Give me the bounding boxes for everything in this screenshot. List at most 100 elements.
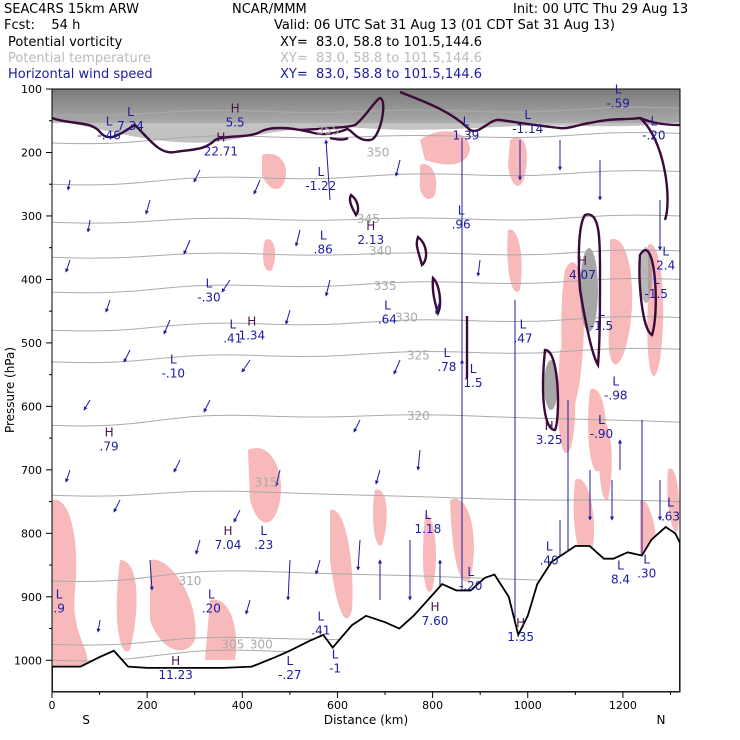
y-tick-label: 700 [21,464,42,477]
extremum-kind: L [317,610,324,624]
field-xy-pv: XY= 83.0, 58.8 to 101.5,144.6 [280,35,483,50]
extremum-value: -.20 [642,128,665,142]
extremum-kind: L [56,587,63,601]
theta-label: 300 [250,637,273,651]
extremum-kind: L [332,648,339,662]
extremum-value: 5.5 [226,116,245,130]
extremum-value: -.59 [606,97,629,111]
extremum-kind: L [444,346,451,360]
isentrope-320 [52,414,680,427]
extremum-value: .41 [223,332,242,346]
extremum-kind: L [650,114,657,128]
extremum-kind: L [467,565,474,579]
extremum-value: .79 [100,439,119,453]
isentrope-315 [52,490,680,503]
y-axis-label: Pressure (hPa) [3,347,17,433]
extremum-kind: L [317,165,324,179]
theta-label: 355 [316,123,339,137]
extremum-kind: L [598,305,605,319]
extremum-kind: L [320,229,327,243]
north-endpoint-label: N [657,713,666,727]
x-tick-label: 1000 [514,699,542,712]
y-tick-label: 900 [21,591,42,604]
extremum-kind: L [208,587,215,601]
x-tick-label: 600 [327,699,348,712]
extremum-value: .78 [437,360,456,374]
extremum-value: -1.14 [512,122,543,136]
x-axis: 0 200 400 600 800 1000 1200 [49,692,671,712]
forecast-hour: Fcst: 54 h [4,18,81,33]
extremum-kind: H [366,219,375,233]
stratosphere-shading-lower [52,89,680,143]
extremum-value: .20 [202,601,221,615]
field-xy-theta: XY= 83.0, 58.8 to 101.5,144.6 [280,51,483,66]
extremum-kind: L [524,108,531,122]
model-title: SEAC4RS 15km ARW [4,2,140,17]
y-axis: 100 200 300 400 500 600 700 800 900 1000 [14,83,52,667]
extremum-kind: L [612,375,619,389]
extremum-value: -1 [329,662,341,676]
extremum-value: .96 [452,217,471,231]
init-time: Init: 00 UTC Thu 29 Aug 13 [513,2,689,17]
extremum-value: 11.23 [159,668,193,682]
extremum-value: -1.22 [305,179,336,193]
extremum-value: .63 [661,509,680,523]
extremum-kind: L [229,318,236,332]
extremum-kind: L [458,203,465,217]
theta-label: 315 [255,476,278,490]
y-tick-label: 300 [21,210,42,223]
extremum-kind: L [617,559,624,573]
isentrope-330 [52,316,680,332]
theta-label: 330 [395,311,418,325]
extremum-kind: L [653,273,660,287]
extremum-value: 7.34 [117,119,144,133]
theta-label: 305 [221,637,244,651]
theta-label: 340 [369,244,392,258]
extremum-value: -1.5 [645,287,668,301]
extremum-kind: L [425,508,432,522]
extremum-kind: L [206,276,213,290]
extremum-value: 1.35 [507,630,534,644]
extremum-kind: H [578,254,587,268]
extremum-kind: L [470,362,477,376]
y-tick-label: 100 [21,83,42,96]
extremum-value: .23 [254,538,273,552]
wind-vectors [65,139,662,651]
x-tick-label: 0 [49,699,56,712]
extremum-value: -.90 [590,427,613,441]
extremum-value: 1.5 [463,376,482,390]
extremum-kind: H [231,102,240,116]
extremum-value: .30 [637,566,656,580]
field-name-pv: Potential vorticity [8,35,123,50]
y-tick-label: 600 [21,400,42,413]
extremum-value: -.46 [97,128,120,142]
center-label: NCAR/MMM [232,2,307,17]
extremum-kind: H [171,654,180,668]
extremum-kind: L [667,495,674,509]
extremum-value: -1.5 [590,319,613,333]
extremum-value: 4.07 [569,268,596,282]
theta-label: 350 [366,145,389,159]
extremum-kind: H [545,419,554,433]
theta-labels: 300 305 310 315 320 325 330 335 340 345 350 355 [179,123,430,651]
y-tick-label: 400 [21,273,42,286]
extremum-value: -.98 [604,389,627,403]
extremum-value: 1.18 [414,522,441,536]
isentrope-360 [52,106,680,116]
terrain-surface [52,525,680,692]
pv-contours [52,90,680,432]
extremum-kind: H [224,524,233,538]
isentrope-325 [52,347,680,364]
y-tick-label: 1000 [14,654,42,667]
extremum-kind: L [662,245,669,259]
theta-label: 325 [407,349,430,363]
extremum-value: .47 [513,332,532,346]
extremum-kind: L [287,654,294,668]
extremum-value: .64 [378,313,397,327]
theta-label: 320 [407,409,430,423]
extremum-kind: L [598,413,605,427]
x-tick-label: 200 [137,699,158,712]
extremum-kind: L [546,540,553,554]
extremum-kind: L [643,552,650,566]
extremum-value: 8.4 [611,573,630,587]
